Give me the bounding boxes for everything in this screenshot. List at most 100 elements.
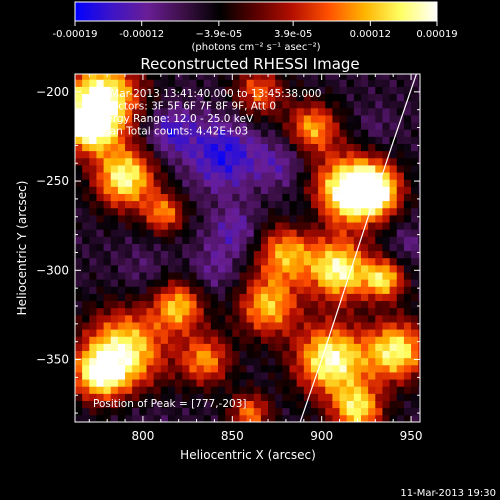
heatmap-cell [189,86,197,95]
heatmap-cell [396,136,405,144]
heatmap-cell [110,193,119,202]
heatmap-cell [117,379,126,387]
heatmap-cell [282,343,290,352]
heatmap-cell [382,136,391,144]
heatmap-cell [210,229,219,237]
heatmap-cell [253,93,262,102]
heatmap-cell [403,207,412,216]
heatmap-cell [246,150,255,159]
heatmap-cell [96,414,104,422]
heatmap-cell [339,243,348,252]
heatmap-cell [167,250,176,259]
heatmap-cell [296,79,305,87]
heatmap-cell [139,79,147,87]
heatmap-cell [189,393,197,401]
heatmap-cell [153,143,162,152]
heatmap-cell [353,157,362,166]
heatmap-cell [396,157,405,166]
heatmap-cell [246,179,255,187]
heatmap-cell [189,286,197,294]
heatmap-cell [389,257,398,266]
heatmap-cell [75,250,83,259]
heatmap-cell [253,272,262,280]
heatmap-cell [275,129,283,137]
heatmap-cell [325,129,333,137]
heatmap-cell [210,264,219,273]
heatmap-cell [318,286,326,294]
heatmap-cell [75,300,83,309]
heatmap-cell [303,343,312,352]
heatmap-cell [139,322,147,330]
heatmap-cell [318,143,326,152]
heatmap-cell [203,307,212,316]
heatmap-cell [189,300,197,309]
heatmap-cell [117,343,126,352]
heatmap-cell [139,372,147,380]
heatmap-cell [146,86,155,95]
heatmap-cell [353,150,362,159]
heatmap-cell [275,336,283,344]
heatmap-cell [325,74,333,80]
heatmap-cell [218,379,226,387]
heatmap-cell [182,350,190,359]
heatmap-cell [117,293,126,302]
heatmap-cell [396,300,405,309]
heatmap-cell [346,129,355,137]
heatmap-cell [196,150,205,159]
heatmap-cell [175,165,183,173]
heatmap-cell [239,307,248,316]
heatmap-cell [139,229,147,237]
heatmap-cell [117,407,126,416]
heatmap-cell [361,214,369,223]
heatmap-cell [389,229,398,237]
heatmap-cell [103,236,112,244]
peak-position-label: Position of Peak = [777,-203] [93,398,247,410]
heatmap-cell [117,250,126,259]
heatmap-cell [332,193,340,202]
heatmap-cell [282,165,290,173]
heatmap-cell [210,207,219,216]
heatmap-cell [246,193,255,202]
heatmap-cell [246,243,255,252]
heatmap-cell [225,393,233,401]
heatmap-cell [275,322,283,330]
heatmap-cell [282,79,290,87]
heatmap-cell [353,336,362,344]
heatmap-cell [353,236,362,244]
heatmap-cell [411,272,419,280]
heatmap-cell [361,79,369,87]
heatmap-cell [411,307,419,316]
heatmap-cell [353,179,362,187]
heatmap-cell [160,300,169,309]
heatmap-cell [303,243,312,252]
heatmap-cell [196,129,205,137]
heatmap-cell [361,300,369,309]
heatmap-cell [189,222,197,230]
heatmap-cell [411,179,419,187]
heatmap-cell [225,257,233,266]
heatmap-cell [318,322,326,330]
heatmap-cell [103,400,112,409]
heatmap-cell [75,157,83,166]
heatmap-cell [189,107,197,116]
heatmap-cell [346,364,355,373]
heatmap-cell [218,150,226,159]
heatmap-cell [225,414,233,422]
heatmap-cell [403,286,412,294]
heatmap-cell [353,293,362,302]
heatmap-cell [296,165,305,173]
heatmap-cell [96,322,104,330]
heatmap-cell [303,264,312,273]
heatmap-cell [289,386,298,394]
heatmap-cell [160,122,169,130]
heatmap-cell [296,314,305,323]
heatmap-cell [110,179,119,187]
heatmap-cell [117,207,126,216]
heatmap-cell [225,143,233,152]
heatmap-cell [139,193,147,202]
heatmap-cell [382,379,391,387]
heatmap-cell [282,393,290,401]
heatmap-cell [389,272,398,280]
heatmap-cell [110,79,119,87]
heatmap-cell [375,86,383,95]
